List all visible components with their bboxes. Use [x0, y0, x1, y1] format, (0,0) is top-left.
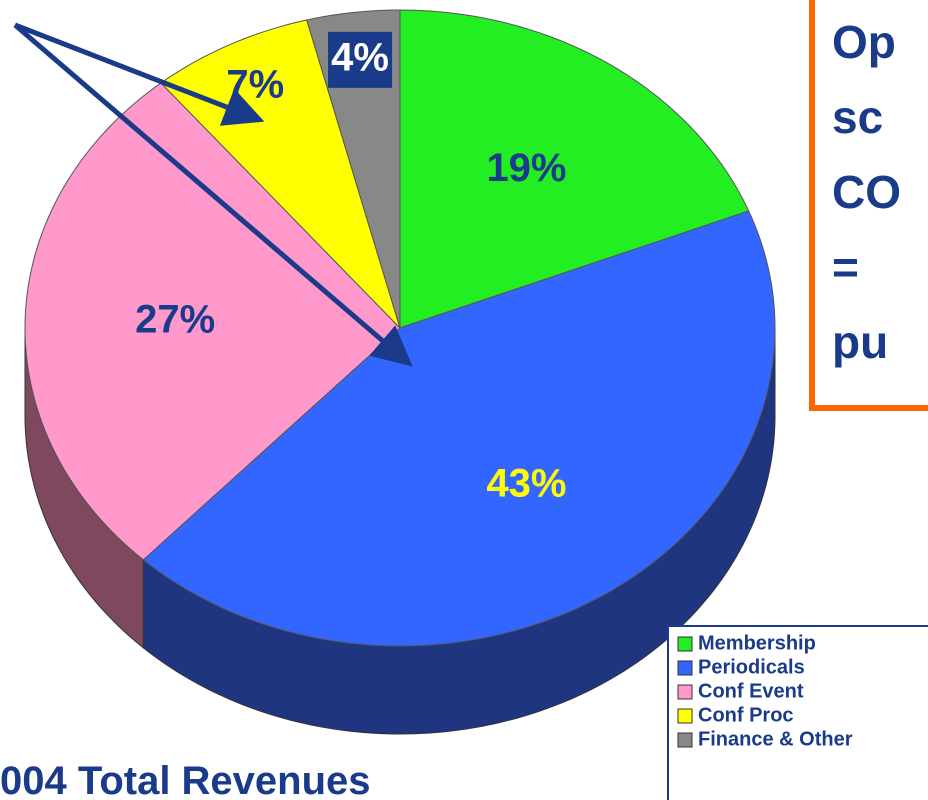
legend-swatch: [677, 732, 693, 748]
legend-label: Conf Proc: [698, 704, 794, 726]
arrow: [14, 22, 265, 126]
note-line: =: [832, 241, 859, 293]
data-label: 4%: [331, 35, 389, 79]
legend-label: Conf Event: [698, 680, 804, 702]
legend-swatch: [677, 636, 693, 652]
legend-swatch: [677, 684, 693, 700]
data-label: 19%: [486, 146, 566, 190]
arrow: [13, 23, 413, 367]
legend-swatch: [677, 660, 693, 676]
note: Op sc CO = pu: [832, 16, 901, 368]
slice: [142, 210, 776, 647]
chart-title: 004 Total Revenues: [0, 759, 371, 800]
note-line: pu: [832, 316, 888, 368]
slice: [399, 9, 750, 329]
legend-label: Membership: [698, 632, 816, 654]
label-bg: [328, 31, 393, 88]
data-label: 7%: [226, 63, 284, 107]
pie: 19% 43% 27% 7% 4%: [24, 9, 776, 735]
legend-label: Finance & Other: [698, 728, 853, 750]
note-box: [809, 0, 928, 411]
arrows: [13, 22, 413, 367]
note-line: CO: [832, 166, 901, 218]
slice: [306, 9, 401, 329]
note-line: Op: [832, 16, 896, 68]
slice: [24, 82, 401, 561]
legend-label: Periodicals: [698, 656, 805, 678]
data-label: 27%: [135, 298, 215, 342]
note-line: sc: [832, 91, 883, 143]
legend-box: [667, 625, 928, 800]
legend-swatch: [677, 708, 693, 724]
data-label: 43%: [486, 461, 566, 505]
